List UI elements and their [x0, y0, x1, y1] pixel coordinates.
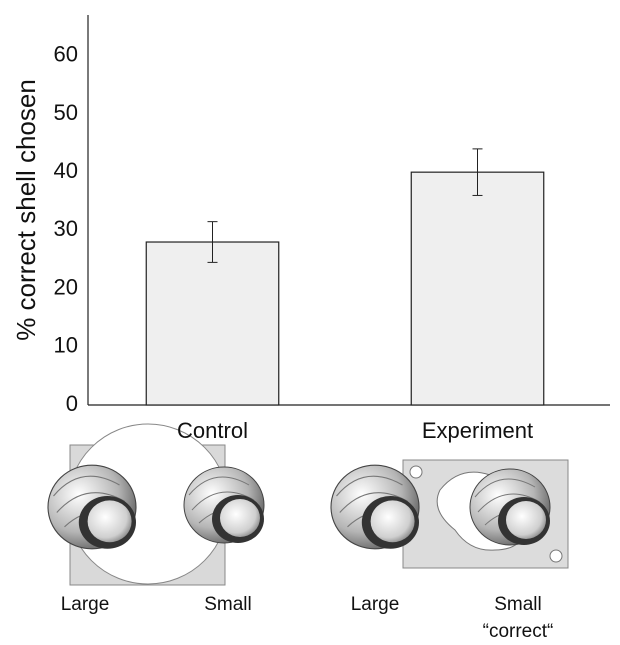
y-tick-label: 50: [54, 100, 78, 125]
shell-label: Small: [494, 594, 542, 615]
x-tick-label: Experiment: [422, 418, 533, 443]
shell-label: Large: [351, 594, 400, 615]
y-tick-label: 40: [54, 158, 78, 183]
y-tick-label: 60: [54, 42, 78, 67]
bar: [410, 171, 545, 406]
control-illustration: [47, 423, 265, 586]
x-tick-label: Control: [177, 418, 248, 443]
shell-label: Small: [204, 594, 252, 615]
y-tick-label: 30: [54, 216, 78, 241]
shell-label: Large: [61, 594, 110, 615]
y-tick-label: 10: [54, 333, 78, 358]
bar: [145, 241, 280, 406]
y-axis-label: % correct shell chosen: [11, 79, 41, 341]
y-tick-label: 0: [66, 391, 78, 416]
shell-label: “correct“: [483, 621, 554, 642]
y-tick-label: 20: [54, 274, 78, 299]
experiment-illustration: [330, 459, 569, 569]
